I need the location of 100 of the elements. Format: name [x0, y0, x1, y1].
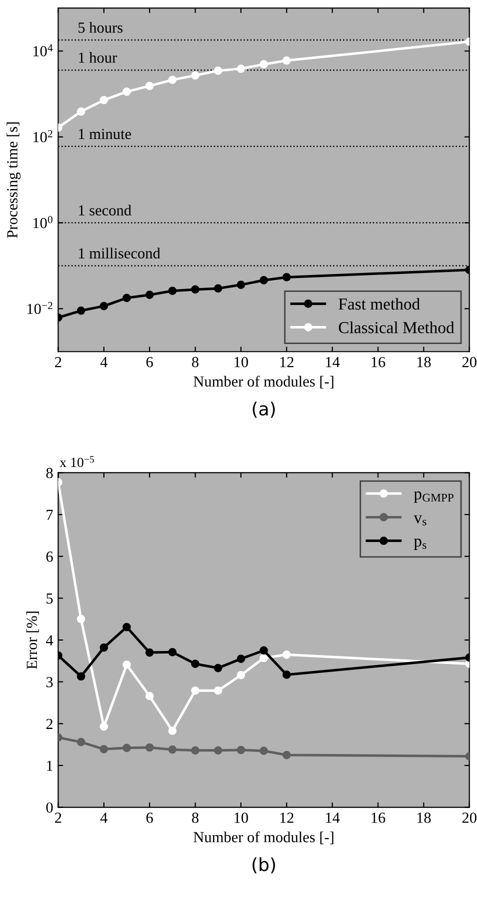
point [168, 726, 177, 735]
legend-label: p$_{GMPP}$ [414, 491, 454, 503]
text: (b) [252, 857, 276, 874]
x-tick-label: 6 [146, 812, 153, 823]
point [260, 646, 268, 655]
x-tick-label: 20 [462, 812, 476, 823]
x-tick-label: 2 [55, 356, 62, 368]
point [260, 654, 268, 662]
point [122, 294, 131, 302]
point [100, 745, 108, 754]
ref-line-label: 1 millisecond [78, 248, 160, 258]
point [76, 614, 86, 624]
point [76, 107, 86, 116]
point [122, 744, 131, 752]
x-axis-title: Number of modules [-] [194, 831, 334, 844]
y-axis-title: Error [%] [26, 612, 39, 670]
point [214, 284, 222, 293]
ref-line-label: 5 hours [78, 22, 122, 33]
y-tick-label: 0 [46, 802, 53, 813]
point [76, 306, 86, 315]
ref-line-label: 1 second [78, 204, 132, 216]
point [76, 738, 86, 746]
point [145, 692, 154, 700]
point [191, 660, 200, 668]
y-tick-label: 4 [46, 635, 54, 646]
point [100, 302, 108, 310]
point [236, 746, 246, 754]
point [260, 276, 268, 284]
legend-label: v$_{s}$ [414, 515, 426, 526]
y-tick-label: 10$^{2}$ [33, 130, 52, 142]
point [282, 56, 291, 65]
y-tick-label: 10$^{−2}$ [27, 302, 52, 314]
x-tick-label: 20 [462, 356, 476, 368]
point [191, 686, 200, 695]
y-tick-label: 3 [46, 677, 53, 688]
point [168, 76, 177, 84]
text: (a) [252, 402, 275, 418]
point [122, 660, 131, 669]
point [191, 746, 200, 755]
x-tick-label: 16 [372, 356, 386, 368]
point [236, 654, 246, 663]
y-tick-label: 10$^{4}$ [33, 44, 53, 56]
ref-line-label: 1 minute [78, 128, 131, 140]
point [191, 71, 200, 80]
x-tick-label: 4 [100, 812, 108, 823]
x-tick-label: 2 [55, 812, 62, 823]
point [191, 285, 200, 294]
point [122, 88, 131, 96]
y-tick-label: 7 [46, 510, 53, 520]
point [100, 96, 108, 104]
y-tick-label: 1 [47, 760, 52, 771]
x-tick-label: 18 [417, 356, 431, 368]
point [236, 64, 246, 73]
point [145, 743, 154, 752]
y-tick-label: 5 [46, 593, 53, 604]
legend-label: Classical Method [338, 322, 454, 334]
x-tick-label: 18 [417, 812, 431, 823]
point [282, 273, 291, 282]
ref-line-label: 1 hour [78, 52, 117, 63]
x-tick-label: 14 [326, 812, 340, 823]
point [282, 650, 291, 659]
y-tick-label: 2 [46, 718, 52, 729]
point [168, 648, 177, 656]
x-tick-label: 6 [146, 356, 153, 368]
point [145, 82, 154, 90]
point [145, 290, 154, 300]
x-tick-label: 8 [192, 356, 198, 368]
point [100, 722, 108, 731]
point [76, 672, 86, 681]
x-tick-label: 4 [100, 357, 108, 368]
point [214, 746, 222, 755]
point [236, 280, 246, 289]
y-axis-title: Processing time [s] [6, 122, 21, 238]
point [260, 60, 268, 68]
point [282, 750, 291, 760]
x-tick-label: 10 [234, 356, 248, 368]
point [236, 670, 246, 680]
point [214, 664, 222, 672]
point [168, 745, 177, 754]
point [260, 746, 268, 756]
point [214, 66, 222, 75]
point [214, 686, 222, 695]
x-tick-label: 14 [326, 357, 340, 368]
point [100, 643, 108, 652]
x-axis-title: Number of modules [-] [194, 376, 334, 389]
x-tick-label: 12 [280, 356, 294, 368]
x-tick-label: 12 [280, 812, 294, 823]
y-tick-label: 6 [46, 552, 53, 562]
point [145, 648, 154, 657]
point [122, 622, 131, 632]
x-tick-label: 10 [234, 812, 248, 823]
x-tick-label: 16 [372, 812, 386, 823]
point [168, 286, 177, 296]
x-tick-label: 8 [192, 812, 198, 823]
legend-label: p$_{s}$ [414, 538, 426, 550]
y-tick-label: 8 [46, 468, 53, 478]
y-tick-label: 10$^{0}$ [33, 216, 52, 228]
legend-label: Fast method [338, 298, 420, 310]
point [282, 670, 291, 679]
text: x 10$^{−5}$ [60, 456, 94, 468]
